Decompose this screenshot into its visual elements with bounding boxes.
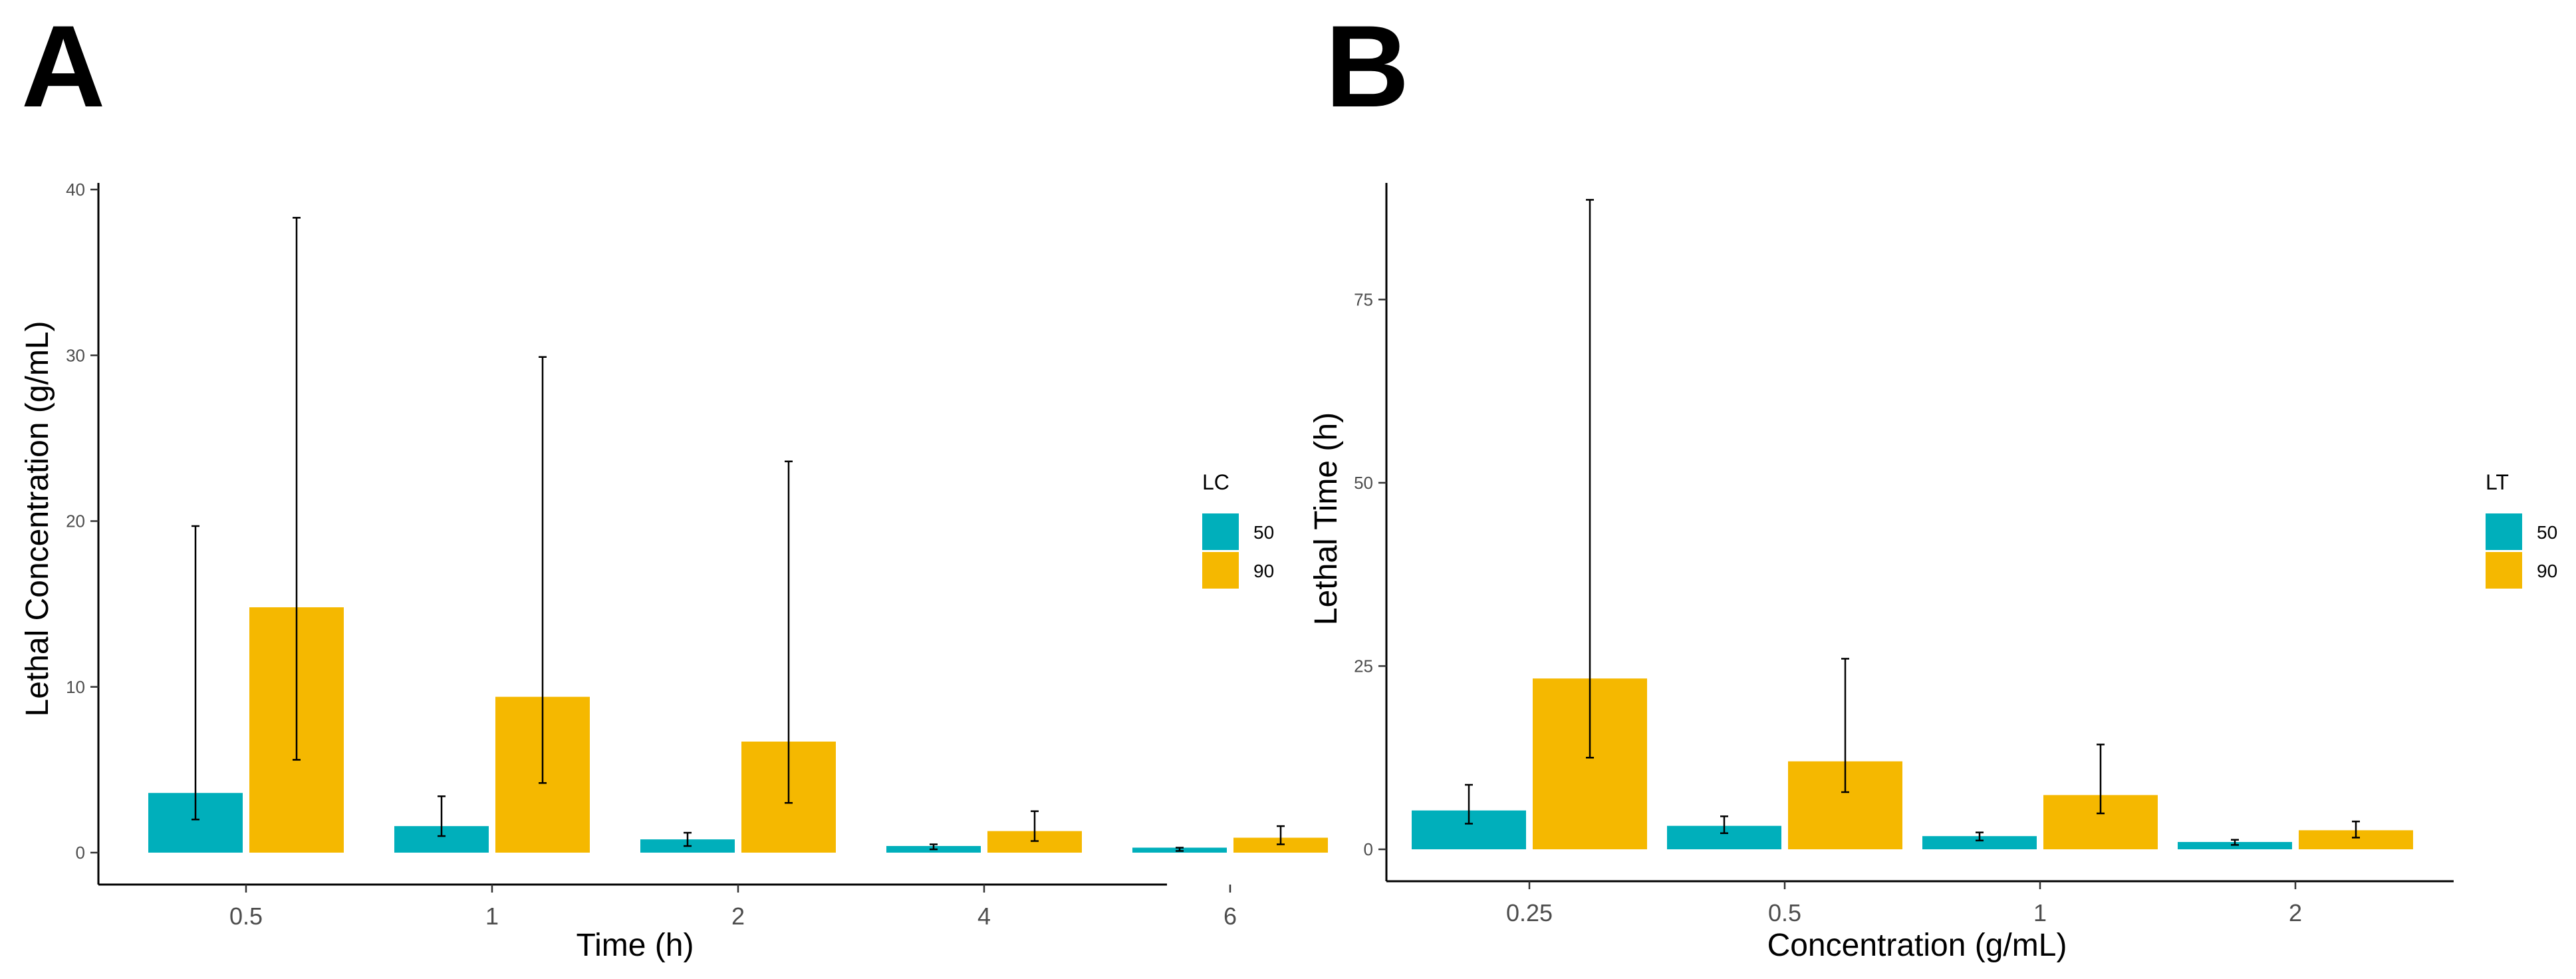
x-tick-label-b: 2 bbox=[2289, 899, 2302, 926]
legend-swatch-b-50 bbox=[2486, 513, 2522, 550]
legend-b: LT 50 90 bbox=[2486, 470, 2557, 589]
x-tick-label-b: 0.25 bbox=[1506, 899, 1553, 926]
y-tick-label-b: 25 bbox=[1354, 656, 1373, 676]
y-tick-label-a: 20 bbox=[66, 511, 85, 531]
y-tick-label-a: 10 bbox=[66, 677, 85, 697]
x-axis-title-a: Time (h) bbox=[577, 928, 694, 963]
x-tick-label-b: 1 bbox=[2033, 899, 2047, 926]
legend-swatch-b-90 bbox=[2486, 552, 2522, 589]
plot-area-b: 0 25 50 75 0.25 0.5 1 2 bbox=[1354, 183, 2454, 926]
y-tick-label-b: 0 bbox=[1364, 839, 1373, 859]
legend-label-b-90: 90 bbox=[2537, 561, 2557, 581]
plot-area-a: 0 10 20 30 40 0.5 1 2 4 6 bbox=[66, 180, 1328, 930]
x-tick-label-b: 0.5 bbox=[1768, 899, 1801, 926]
y-tick-label-a: 30 bbox=[66, 345, 85, 365]
legend-swatch-a-90 bbox=[1202, 552, 1239, 589]
x-tick-label-a: 4 bbox=[977, 903, 991, 930]
x-tick-label-a: 6 bbox=[1224, 903, 1237, 930]
bar-b-50-1 bbox=[1922, 836, 2037, 849]
legend-label-a-50: 50 bbox=[1253, 522, 1274, 543]
legend-swatch-a-50 bbox=[1202, 513, 1239, 550]
panel-b: B Lethal Time (h) Concentration (g/mL) 0… bbox=[1309, 2, 2557, 963]
y-tick-label-a: 0 bbox=[76, 843, 85, 863]
x-tick-label-a: 2 bbox=[731, 903, 745, 930]
x-tick-label-a: 0.5 bbox=[229, 903, 263, 930]
y-tick-label-b: 75 bbox=[1354, 289, 1373, 309]
legend-title-b: LT bbox=[2486, 470, 2509, 494]
y-axis-title-b: Lethal Time (h) bbox=[1309, 412, 1344, 625]
panel-letter-b: B bbox=[1325, 2, 1409, 132]
x-tick-label-a: 1 bbox=[485, 903, 499, 930]
panel-a: A Lethal Concentration (g/mL) Time (h) 0… bbox=[20, 2, 1328, 963]
x-axis-title-b: Concentration (g/mL) bbox=[1767, 928, 2067, 963]
y-axis-title-a: Lethal Concentration (g/mL) bbox=[20, 321, 55, 717]
legend-label-a-90: 90 bbox=[1253, 561, 1274, 581]
y-tick-label-b: 50 bbox=[1354, 473, 1373, 493]
y-tick-label-a: 40 bbox=[66, 180, 85, 200]
panel-letter-a: A bbox=[21, 2, 105, 132]
legend-title-a: LC bbox=[1202, 470, 1229, 494]
legend-a: LC 50 90 bbox=[1202, 470, 1274, 589]
legend-label-b-50: 50 bbox=[2537, 522, 2557, 543]
